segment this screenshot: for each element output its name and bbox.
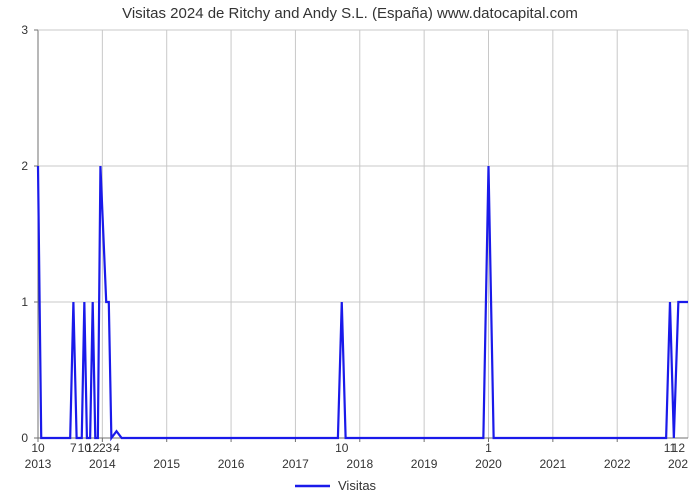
x-point-label: 4 — [113, 441, 120, 455]
x-year-label: 2020 — [475, 457, 502, 471]
chart-title: Visitas 2024 de Ritchy and Andy S.L. (Es… — [122, 5, 578, 22]
x-year-label: 2013 — [25, 457, 52, 471]
y-tick-label: 3 — [21, 23, 28, 37]
x-year-label: 2017 — [282, 457, 309, 471]
y-tick-label: 0 — [21, 431, 28, 445]
y-tick-label: 1 — [21, 295, 28, 309]
x-year-label: 2022 — [604, 457, 631, 471]
x-year-label: 2018 — [346, 457, 373, 471]
x-year-label: 2014 — [89, 457, 116, 471]
x-point-label: 7 — [70, 441, 77, 455]
x-year-label-tail: 202 — [668, 457, 688, 471]
x-point-label: 12 — [86, 441, 100, 455]
x-point-label: 1 — [485, 441, 492, 455]
line-chart: Visitas 2024 de Ritchy and Andy S.L. (Es… — [0, 0, 700, 500]
x-point-label: 10 — [31, 441, 45, 455]
x-point-label: 12 — [672, 441, 686, 455]
legend-label: Visitas — [338, 478, 377, 493]
x-year-label: 2015 — [153, 457, 180, 471]
x-point-label: 3 — [105, 441, 112, 455]
x-point-label: 10 — [335, 441, 349, 455]
y-tick-label: 2 — [21, 159, 28, 173]
x-year-label: 2016 — [218, 457, 245, 471]
x-year-label: 2019 — [411, 457, 438, 471]
x-year-label: 2021 — [539, 457, 566, 471]
